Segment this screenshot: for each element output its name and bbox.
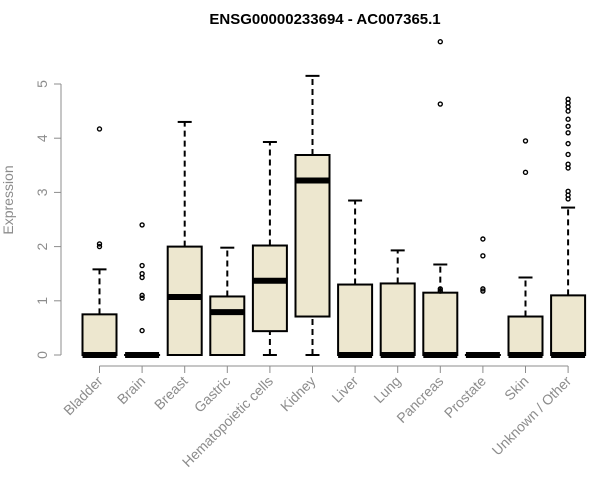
x-tick-label: Bladder: [60, 373, 106, 419]
outlier-point: [139, 271, 145, 277]
x-tick-label: Prostate: [441, 373, 489, 421]
outlier-point: [139, 327, 145, 334]
box-unknown-other: [550, 96, 587, 358]
outlier-point: [139, 262, 145, 269]
outlier-point: [565, 96, 571, 102]
box-iqr: [507, 315, 544, 357]
y-tick-label: 1: [34, 297, 50, 305]
y-tick-label: 3: [34, 188, 50, 196]
outlier-point: [437, 286, 443, 292]
outlier-point: [565, 188, 571, 195]
outlier-point: [139, 222, 145, 228]
y-tick-label: 5: [34, 80, 50, 88]
box-pancreas: [422, 39, 459, 358]
outlier-point: [139, 295, 145, 301]
outlier-point: [480, 236, 486, 242]
x-tick-label: Brain: [114, 373, 148, 407]
outlier-point: [565, 116, 571, 122]
box-prostate: [464, 236, 501, 358]
outlier-point: [96, 126, 103, 132]
x-tick-label: Pancreas: [393, 373, 446, 426]
x-tick-label: Skin: [501, 373, 532, 404]
x-tick-label: Kidney: [277, 373, 319, 415]
box-iqr: [81, 313, 118, 357]
box-brain: [124, 222, 161, 358]
box-lung: [379, 249, 416, 358]
box-bladder: [81, 126, 118, 358]
box-iqr: [337, 283, 374, 357]
y-tick-label: 0: [34, 351, 50, 359]
box-kidney: [294, 74, 331, 356]
y-tick-label: 4: [34, 134, 50, 142]
outlier-point: [565, 140, 571, 147]
boxes: [81, 39, 587, 358]
chart-title: ENSG00000233694 - AC007365.1: [209, 11, 440, 28]
y-axis: 0 1 2 3 4 5: [34, 80, 62, 359]
outlier-point: [96, 243, 103, 250]
outlier-point: [437, 288, 443, 294]
box-iqr: [209, 295, 246, 356]
x-tick-label: Breast: [151, 373, 191, 413]
box-iqr: [251, 244, 288, 333]
y-axis-label: Expression: [0, 165, 16, 234]
outlier-point: [565, 123, 571, 129]
outlier-point: [522, 138, 529, 144]
box-hematopoietic-cells: [251, 140, 288, 356]
box-breast: [166, 120, 203, 357]
box-gastric: [209, 246, 246, 356]
outlier-point: [96, 241, 103, 247]
outlier-point: [437, 101, 443, 107]
box-iqr: [422, 291, 459, 357]
outlier-point: [480, 253, 486, 259]
box-iqr: [379, 282, 416, 356]
x-tick-label: Liver: [328, 373, 361, 406]
box-iqr: [166, 245, 203, 357]
x-tick-label: Lung: [370, 373, 403, 406]
outlier-point: [139, 292, 145, 299]
y-tick-label: 2: [34, 242, 50, 250]
box-iqr: [550, 294, 587, 357]
box-liver: [337, 199, 374, 358]
box-skin: [507, 138, 544, 358]
outlier-point: [480, 286, 486, 292]
outlier-point: [565, 161, 571, 167]
outlier-point: [565, 108, 571, 114]
outlier-point: [565, 130, 571, 136]
x-tick-label: Unknown / Other: [489, 373, 575, 459]
outlier-point: [480, 288, 486, 294]
outlier-point: [522, 169, 529, 176]
x-tick-label: Gastric: [191, 373, 234, 416]
outlier-point: [565, 151, 571, 158]
outlier-point: [437, 39, 443, 45]
